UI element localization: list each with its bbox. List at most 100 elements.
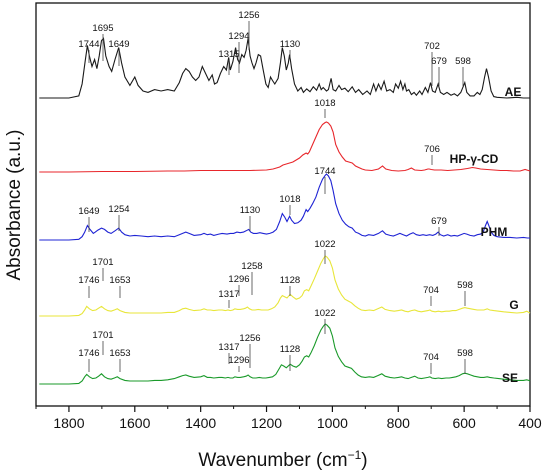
peak-label-phm-1130: 1130: [240, 205, 260, 231]
peak-label-ae-598: 598: [455, 56, 471, 86]
peak-label-text: 679: [431, 216, 447, 227]
x-axis-ticks: 1800 1600 1400 1200 1000 800 600 400: [35, 406, 542, 431]
peak-label-g-1296: 1296: [228, 274, 250, 296]
peak-label-se-1256: 1256: [239, 333, 261, 368]
peak-label-text: 1317: [218, 342, 239, 353]
peak-label-g-1701: 1701: [92, 257, 114, 281]
peak-label-se-1022: 1022: [314, 308, 336, 334]
peak-label-g-1317: 1317: [218, 289, 240, 308]
peak-label-text: 1701: [92, 257, 113, 268]
x-tick-label: 1800: [53, 415, 84, 431]
peak-label-text: 598: [457, 348, 473, 359]
peak-label-text: 1649: [78, 206, 99, 217]
peak-label-text: 706: [424, 144, 440, 155]
series-line-g: [39, 255, 531, 317]
peak-label-ae-1294: 1294: [228, 31, 250, 73]
peak-label-se-1746: 1746: [78, 348, 100, 372]
peak-label-text: 1744: [78, 39, 99, 50]
peak-label-text: 1258: [241, 261, 262, 272]
peak-label-phm-1254: 1254: [108, 204, 130, 231]
peak-label-text: 1296: [228, 355, 249, 366]
y-axis-title: Absorbance (a.u.): [4, 129, 25, 280]
peak-label-text: 1130: [280, 39, 300, 50]
peak-label-phm-1649: 1649: [78, 206, 100, 232]
peak-label-text: 1315: [218, 49, 239, 60]
x-axis-title: Wavenumber (cm−1): [198, 448, 367, 471]
peak-label-text: 1256: [238, 10, 259, 21]
series-label-ae: AE: [505, 85, 522, 99]
x-tick-label: 1600: [119, 415, 150, 431]
peak-label-se-1653: 1653: [109, 348, 131, 372]
peak-label-text: 1022: [314, 308, 335, 319]
peak-label-phm-679: 679: [431, 216, 447, 236]
peak-label-text: 1130: [240, 205, 260, 216]
peak-label-text: 1744: [314, 166, 335, 177]
peak-label-text: 1746: [78, 348, 99, 359]
peak-label-ae-1315: 1315: [218, 49, 240, 75]
peak-label-g-1128: 1128: [280, 275, 300, 296]
peak-label-text: 1649: [108, 39, 129, 50]
peak-label-ae-702: 702: [424, 41, 440, 86]
peak-label-text: 704: [423, 352, 439, 363]
peak-label-phm-1018: 1018: [279, 194, 301, 215]
series-label-se: SE: [502, 371, 518, 385]
peak-label-text: 1746: [78, 275, 99, 286]
series-line-ae: [39, 37, 530, 99]
peak-label-text: 679: [431, 56, 447, 67]
x-tick-label: 600: [452, 415, 476, 431]
peak-label-se-598: 598: [457, 348, 473, 374]
peak-label-layer: 1744 1695 1649 1315 1294 1256 1130 702 679 598 101…: [78, 10, 473, 374]
series-line-se: [39, 323, 531, 385]
peak-label-ae-1695: 1695: [92, 23, 114, 61]
peak-label-se-1701: 1701: [92, 330, 114, 355]
peak-label-text: 1695: [92, 23, 113, 34]
peak-label-se-1128: 1128: [280, 344, 300, 371]
peak-label-text: 1653: [109, 348, 130, 359]
peak-label-g-704: 704: [423, 285, 439, 306]
peak-label-text: 1256: [239, 333, 260, 344]
series-label-phm: PHM: [481, 225, 508, 239]
peak-label-ae-1256: 1256: [238, 10, 260, 50]
x-tick-label: 1200: [251, 415, 282, 431]
peak-label-text: 1294: [228, 31, 249, 42]
peak-label-hp-cd-706: 706: [424, 144, 440, 165]
x-tick-label: 400: [518, 415, 542, 431]
peak-label-text: 1317: [218, 289, 239, 300]
peak-label-text: 1296: [228, 274, 249, 285]
peak-label-text: 704: [423, 285, 439, 296]
peak-label-g-1258: 1258: [241, 261, 263, 295]
peak-label-g-1746: 1746: [78, 275, 100, 298]
peak-label-text: 1128: [280, 275, 300, 286]
x-tick-label: 1000: [317, 415, 348, 431]
series-label-layer: AE HP-γ-CD PHM G SE: [450, 85, 522, 385]
series-label-hp-cd: HP-γ-CD: [450, 152, 499, 166]
peak-label-hp-cd-1018: 1018: [314, 98, 336, 118]
peak-label-phm-1744: 1744: [314, 166, 336, 194]
peak-label-se-704: 704: [423, 352, 439, 374]
peak-label-g-1022: 1022: [314, 239, 336, 264]
peak-label-se-1317: 1317: [218, 342, 240, 364]
peak-label-text: 1018: [279, 194, 300, 205]
x-axis-title-superscript: −1: [348, 448, 362, 462]
x-tick-label: 800: [387, 415, 411, 431]
peak-label-text: 1018: [314, 98, 335, 109]
peak-label-ae-1744: 1744: [78, 39, 100, 63]
peak-label-text: 1128: [280, 344, 300, 355]
x-tick-label: 1400: [185, 415, 216, 431]
peak-label-se-1296: 1296: [228, 355, 250, 372]
peak-label-text: 1254: [108, 204, 129, 215]
plot-frame: [35, 2, 531, 407]
peak-label-text: 598: [457, 280, 473, 291]
peak-label-ae-1130: 1130: [280, 39, 300, 59]
peak-label-text: 1653: [109, 275, 130, 286]
peak-label-text: 1022: [314, 239, 335, 250]
peak-label-text: 702: [424, 41, 440, 52]
peak-label-text: 598: [455, 56, 471, 67]
series-layer: [39, 37, 531, 385]
series-line-phm: [39, 173, 530, 241]
peak-label-ae-679: 679: [431, 56, 447, 86]
peak-label-text: 1701: [92, 330, 113, 341]
series-label-g: G: [509, 298, 518, 312]
peak-label-ae-1649: 1649: [108, 39, 130, 66]
